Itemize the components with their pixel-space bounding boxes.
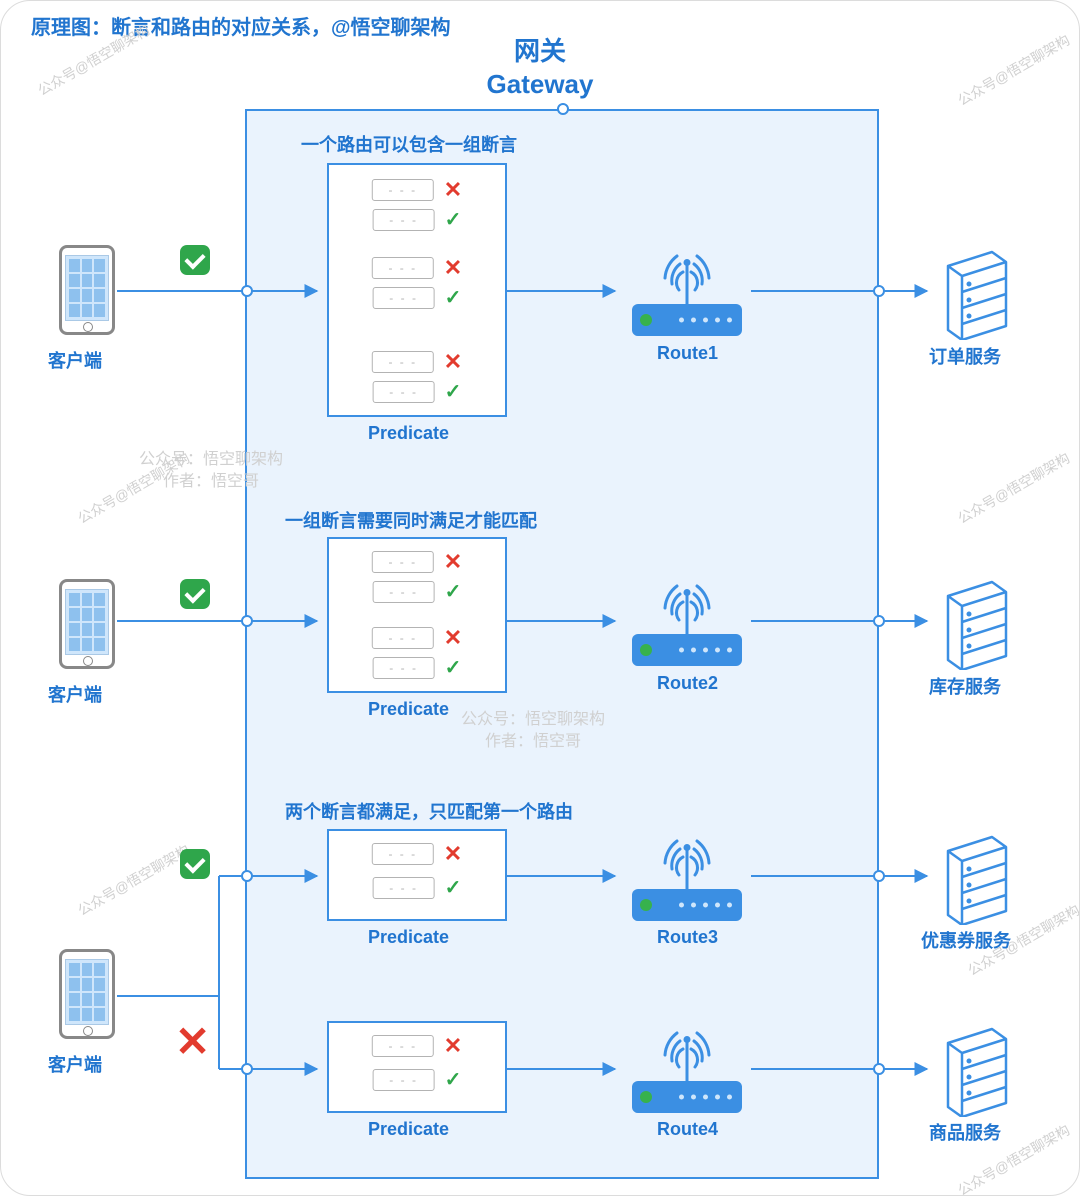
client-label: 客户端: [48, 347, 102, 373]
check-mark-icon: ✓: [445, 210, 462, 230]
connector-dot: [241, 1063, 253, 1075]
predicate-field: - - -: [373, 209, 435, 231]
predicate-row: - - - ✓: [373, 657, 462, 679]
server-icon: [936, 578, 1016, 670]
router-icon: [627, 1081, 747, 1113]
predicate-field: - - -: [373, 877, 435, 899]
section-caption: 两个断言都满足，只匹配第一个路由: [285, 798, 573, 824]
predicate-row: - - - ✕: [372, 627, 462, 649]
predicate-label: Predicate: [368, 423, 449, 444]
predicate-field: - - -: [373, 657, 435, 679]
watermark-text: 公众号@悟空聊架构: [955, 449, 1074, 529]
predicate-row: - - - ✓: [373, 1069, 462, 1091]
watermark-text: 公众号@悟空聊架构: [75, 841, 194, 921]
x-mark-icon: ✕: [444, 351, 462, 373]
section-caption: 一个路由可以包含一组断言: [301, 131, 517, 157]
predicate-row: - - - ✓: [373, 209, 462, 231]
predicate-field: - - -: [372, 1035, 434, 1057]
router-label: Route3: [657, 927, 718, 948]
gateway-title-en: Gateway: [1, 68, 1079, 101]
predicate-row: - - - ✕: [372, 351, 462, 373]
check-mark-icon: ✓: [445, 382, 462, 402]
server-label: 商品服务: [929, 1119, 1001, 1145]
server-icon: [936, 833, 1016, 925]
x-mark-icon: ✕: [444, 179, 462, 201]
connector-dot: [241, 285, 253, 297]
predicate-card: - - - ✕ - - - ✓ - - - ✕ - - - ✓ - - - ✕ - - - ✓: [327, 163, 507, 417]
server-icon: [936, 1025, 1016, 1117]
path-x-icon: ✕: [175, 1021, 210, 1063]
client-phone-icon: [59, 949, 115, 1039]
check-mark-icon: ✓: [445, 658, 462, 678]
predicate-card: - - - ✕ - - - ✓ - - - ✕ - - - ✓: [327, 537, 507, 693]
connector-dot: [873, 285, 885, 297]
predicate-field: - - -: [373, 581, 435, 603]
predicate-field: - - -: [372, 843, 434, 865]
server-label: 优惠券服务: [921, 927, 1011, 953]
path-check-icon: [180, 849, 210, 879]
connector-dot: [873, 1063, 885, 1075]
predicate-field: - - -: [372, 257, 434, 279]
predicate-row: - - - ✕: [372, 1035, 462, 1057]
check-mark-icon: ✓: [445, 288, 462, 308]
router-label: Route4: [657, 1119, 718, 1140]
path-check-icon: [180, 245, 210, 275]
router-label: Route2: [657, 673, 718, 694]
predicate-row: - - - ✓: [373, 877, 462, 899]
x-mark-icon: ✕: [444, 1035, 462, 1057]
router-icon: [627, 889, 747, 921]
router-icon: [627, 304, 747, 336]
predicate-field: - - -: [372, 551, 434, 573]
x-mark-icon: ✕: [444, 257, 462, 279]
predicate-field: - - -: [372, 627, 434, 649]
server-icon: [936, 248, 1016, 340]
x-mark-icon: ✕: [444, 551, 462, 573]
predicate-field: - - -: [373, 381, 435, 403]
predicate-label: Predicate: [368, 699, 449, 720]
path-check-icon: [180, 579, 210, 609]
check-mark-icon: ✓: [445, 582, 462, 602]
connector-dot: [873, 870, 885, 882]
router-icon: [627, 634, 747, 666]
client-phone-icon: [59, 245, 115, 335]
check-mark-icon: ✓: [445, 878, 462, 898]
gateway-title-cn: 网关: [1, 35, 1079, 68]
predicate-card: - - - ✕ - - - ✓: [327, 1021, 507, 1113]
predicate-label: Predicate: [368, 927, 449, 948]
client-label: 客户端: [48, 681, 102, 707]
predicate-field: - - -: [372, 179, 434, 201]
server-label: 库存服务: [929, 673, 1001, 699]
predicate-row: - - - ✕: [372, 179, 462, 201]
client-label: 客户端: [48, 1051, 102, 1077]
predicate-row: - - - ✕: [372, 551, 462, 573]
x-mark-icon: ✕: [444, 843, 462, 865]
predicate-row: - - - ✕: [372, 843, 462, 865]
predicate-label: Predicate: [368, 1119, 449, 1140]
predicate-row: - - - ✓: [373, 287, 462, 309]
section-caption: 一组断言需要同时满足才能匹配: [285, 507, 537, 533]
connector-dot: [241, 870, 253, 882]
predicate-row: - - - ✕: [372, 257, 462, 279]
router-label: Route1: [657, 343, 718, 364]
predicate-row: - - - ✓: [373, 381, 462, 403]
server-label: 订单服务: [929, 343, 1001, 369]
connector-dot: [241, 615, 253, 627]
check-mark-icon: ✓: [445, 1070, 462, 1090]
client-phone-icon: [59, 579, 115, 669]
predicate-row: - - - ✓: [373, 581, 462, 603]
predicate-field: - - -: [373, 287, 435, 309]
connector-dot: [557, 103, 569, 115]
predicate-field: - - -: [373, 1069, 435, 1091]
gateway-title: 网关 Gateway: [1, 35, 1079, 100]
predicate-field: - - -: [372, 351, 434, 373]
diagram-canvas: 原理图：断言和路由的对应关系，@悟空聊架构 网关 Gateway 公众号@悟空聊…: [0, 0, 1080, 1196]
predicate-card: - - - ✕ - - - ✓: [327, 829, 507, 921]
connector-dot: [873, 615, 885, 627]
watermark-text: 公众号@悟空聊架构: [75, 449, 194, 529]
x-mark-icon: ✕: [444, 627, 462, 649]
